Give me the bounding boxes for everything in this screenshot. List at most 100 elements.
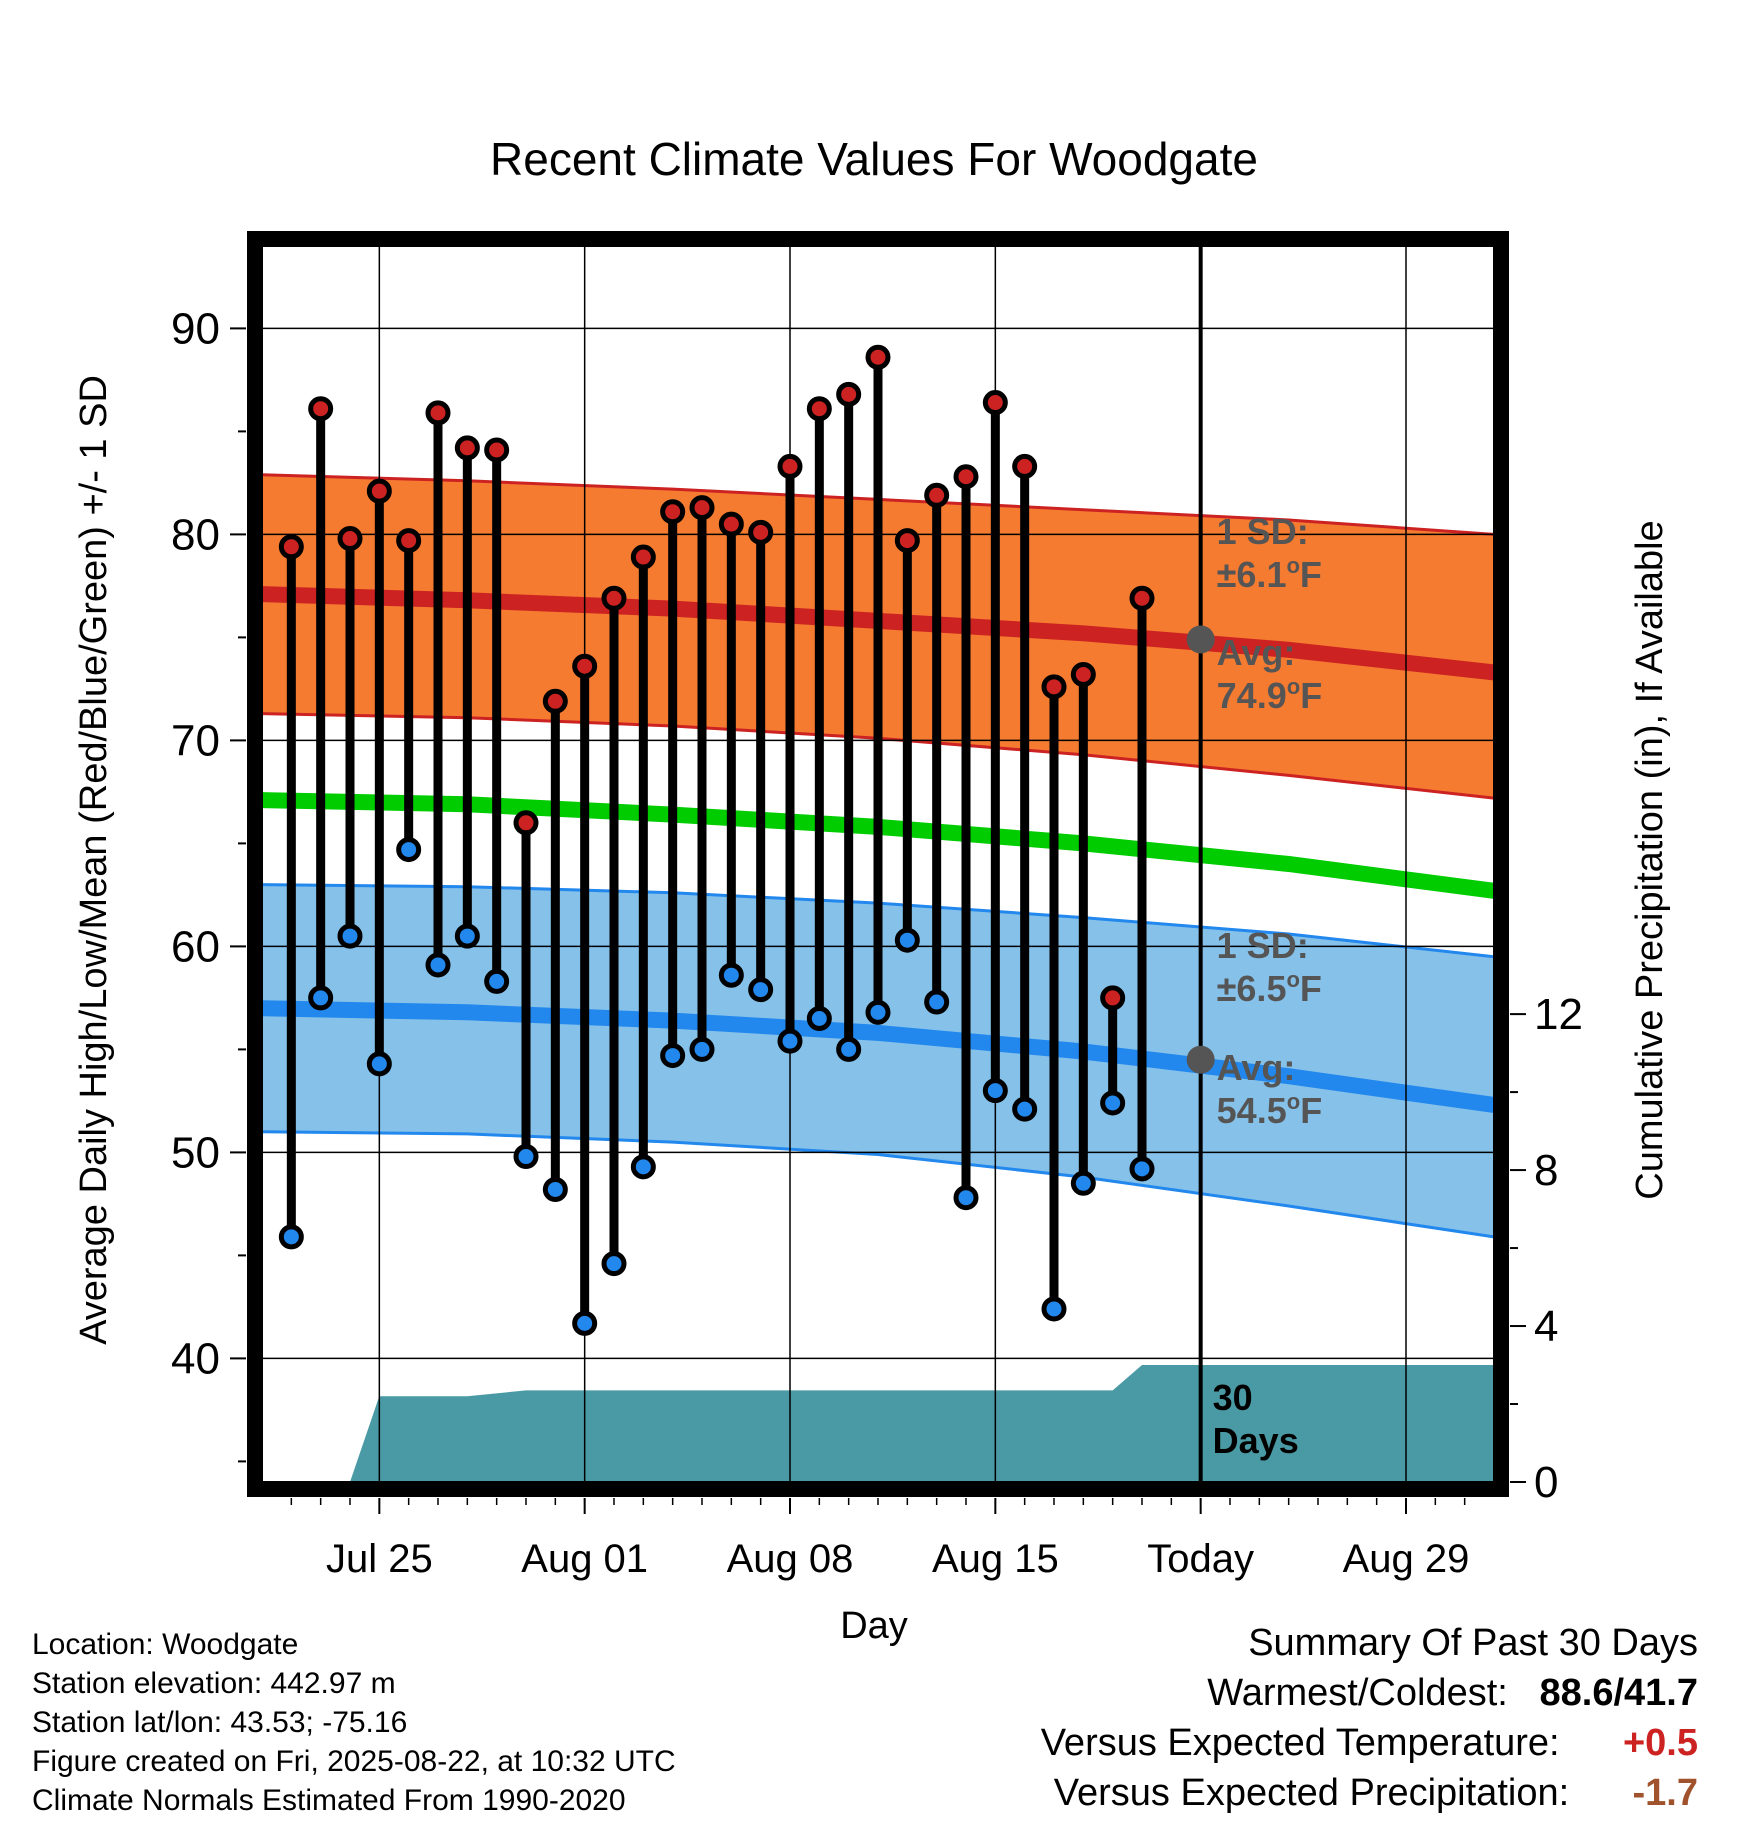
x-tick-label: Aug 01: [521, 1537, 648, 1581]
low-point: [337, 923, 363, 949]
high-avg-label: Avg:: [1217, 632, 1296, 673]
precipitation-area: [350, 1365, 1494, 1482]
low-point: [396, 837, 422, 863]
low-point: [630, 1154, 656, 1180]
low-point: [718, 962, 744, 988]
high-point: [806, 396, 832, 422]
y2-tick-label: 8: [1534, 1146, 1558, 1195]
x-tick-label: Jul 25: [326, 1537, 433, 1581]
x-tick-label: Aug 29: [1343, 1537, 1470, 1581]
low-point: [777, 1028, 803, 1054]
high-point: [982, 390, 1008, 416]
today-high-avg-marker: [1186, 625, 1215, 654]
y-tick-label: 60: [171, 922, 220, 971]
low-point: [572, 1310, 598, 1336]
low-point: [806, 1006, 832, 1031]
y-tick-label: 50: [171, 1128, 220, 1177]
y-tick-label: 70: [171, 716, 220, 765]
low-avg-label: Avg:: [1217, 1047, 1296, 1088]
summary-warm-cold-label: Warmest/Coldest:: [1207, 1672, 1508, 1714]
high-point: [396, 528, 422, 554]
days-count: 30: [1213, 1377, 1253, 1418]
high-point: [513, 810, 539, 836]
low-sd-band: [262, 884, 1494, 1237]
low-point: [454, 923, 480, 949]
summary-warm-cold: Warmest/Coldest: 88.6/41.7: [1207, 1672, 1698, 1715]
low-point: [982, 1078, 1008, 1104]
low-point: [278, 1224, 304, 1250]
high-point: [454, 435, 480, 461]
y-tick-label: 40: [171, 1334, 220, 1383]
low-point: [748, 977, 774, 1003]
high-point: [308, 396, 334, 422]
today-low-avg-marker: [1186, 1045, 1215, 1074]
chart-title: Recent Climate Values For Woodgate: [490, 133, 1258, 185]
summary-temp: Versus Expected Temperature: +0.5: [1041, 1722, 1698, 1765]
high-point: [865, 344, 891, 370]
x-tick-label: Today: [1147, 1537, 1254, 1581]
y-axis-label: Average Daily High/Low/Mean (Red/Blue/Gr…: [73, 375, 115, 1345]
y2-tick-label: 4: [1534, 1302, 1558, 1351]
low-point: [689, 1036, 715, 1062]
high-point: [366, 478, 392, 504]
low-point: [1129, 1156, 1155, 1182]
y2-tick-label: 0: [1534, 1458, 1558, 1507]
low-point: [601, 1251, 627, 1277]
low-point: [308, 985, 334, 1011]
low-point: [865, 999, 891, 1025]
summary-temp-value: +0.5: [1622, 1722, 1698, 1764]
plot-inner: [262, 246, 1494, 1482]
high-point: [1129, 585, 1155, 611]
summary-precip-value: -1.7: [1632, 1772, 1698, 1814]
low-point: [542, 1176, 568, 1202]
high-point: [1100, 985, 1126, 1011]
high-point: [278, 534, 304, 560]
summary-warm-cold-value: 88.6/41.7: [1539, 1672, 1698, 1714]
high-point: [777, 453, 803, 479]
info-normals: Climate Normals Estimated From 1990-2020: [32, 1784, 626, 1817]
high-point: [748, 519, 774, 545]
low-point: [1070, 1170, 1096, 1196]
low-point: [366, 1051, 392, 1077]
x-tick-label: Aug 08: [727, 1537, 854, 1581]
low-avg-value: 54.5oF: [1217, 1089, 1323, 1131]
high-point: [601, 585, 627, 611]
high-point: [1041, 674, 1067, 700]
low-point: [660, 1043, 686, 1069]
low-normal-line: [262, 1000, 1494, 1113]
x-axis-label: Day: [840, 1605, 908, 1647]
high-point: [630, 544, 656, 570]
info-elevation: Station elevation: 442.97 m: [32, 1667, 396, 1700]
summary-precip: Versus Expected Precipitation: -1.7: [1054, 1772, 1698, 1815]
x-tick-label: Aug 15: [932, 1537, 1059, 1581]
high-point: [894, 528, 920, 554]
high-point: [542, 688, 568, 714]
low-point: [953, 1185, 979, 1211]
info-created: Figure created on Fri, 2025-08-22, at 10…: [32, 1745, 676, 1778]
y2-tick-label: 12: [1534, 990, 1583, 1039]
plot-frame: [247, 231, 1509, 1497]
high-point: [660, 499, 686, 525]
high-point: [484, 437, 510, 463]
y2-axis-label: Cumulative Precipitation (in), If Availa…: [1629, 520, 1671, 1199]
high-point: [718, 511, 744, 537]
high-point: [953, 464, 979, 490]
high-sd-value: ±6.1oF: [1217, 553, 1322, 595]
days-label: Days: [1213, 1420, 1299, 1461]
info-latlon: Station lat/lon: 43.53; -75.16: [32, 1706, 408, 1739]
high-point: [836, 381, 862, 407]
info-location: Location: Woodgate: [32, 1628, 299, 1661]
low-point: [924, 989, 950, 1015]
low-point: [1041, 1296, 1067, 1322]
high-point: [924, 482, 950, 508]
low-point: [1100, 1090, 1126, 1116]
high-point: [337, 526, 363, 552]
low-point: [484, 968, 510, 994]
high-point: [1070, 661, 1096, 687]
high-point: [572, 653, 598, 679]
high-point: [1012, 453, 1038, 479]
y-tick-label: 90: [171, 304, 220, 353]
summary-title: Summary Of Past 30 Days: [1248, 1622, 1698, 1664]
summary-precip-label: Versus Expected Precipitation:: [1053, 1772, 1570, 1814]
